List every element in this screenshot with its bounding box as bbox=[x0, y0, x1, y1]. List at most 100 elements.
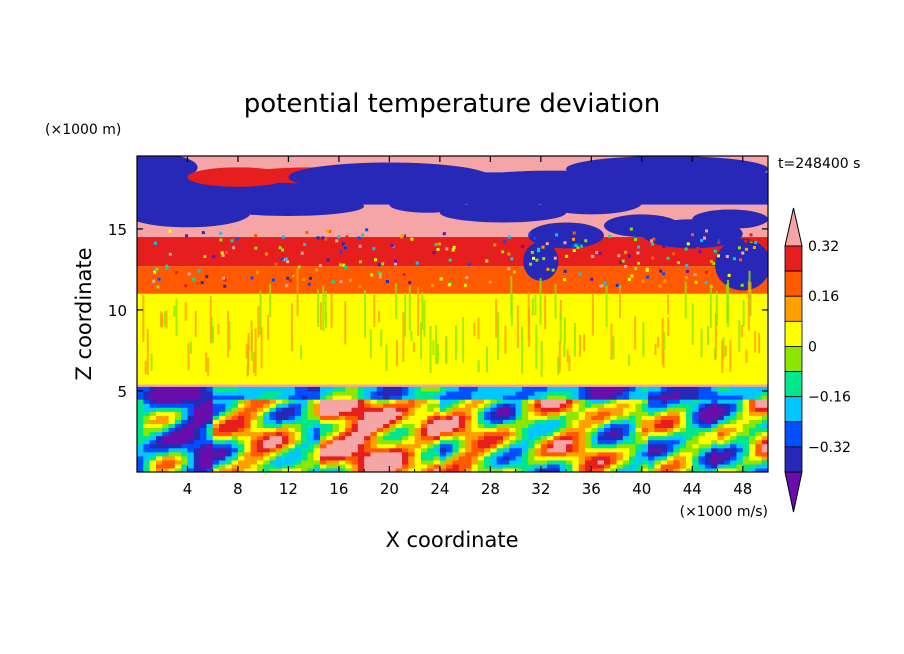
turb-cell bbox=[288, 395, 296, 400]
turb-cell bbox=[155, 415, 163, 420]
turb-cell bbox=[433, 411, 441, 416]
turb-cell bbox=[660, 447, 668, 453]
turb-cell bbox=[509, 386, 517, 392]
streak bbox=[228, 321, 231, 350]
turb-cell bbox=[616, 459, 624, 465]
turb-cell bbox=[301, 455, 308, 461]
turb-cell bbox=[345, 435, 353, 441]
turb-cell bbox=[200, 386, 208, 392]
turb-cell bbox=[364, 423, 372, 429]
turb-cell bbox=[351, 411, 359, 416]
turb-cell bbox=[420, 407, 428, 412]
turb-cell bbox=[761, 431, 768, 437]
turb-cell bbox=[345, 427, 353, 433]
turb-cell bbox=[338, 399, 346, 404]
turb-cell bbox=[351, 447, 359, 453]
turb-cell bbox=[723, 431, 731, 437]
turb-cell bbox=[610, 451, 618, 457]
turb-cell bbox=[660, 390, 668, 396]
turb-cell bbox=[465, 390, 473, 396]
turb-cell bbox=[143, 439, 151, 445]
turb-cell bbox=[616, 431, 624, 437]
turb-cell bbox=[521, 451, 529, 457]
turb-cell bbox=[629, 427, 637, 433]
turb-cell bbox=[439, 467, 447, 472]
turb-cell bbox=[591, 395, 599, 400]
turb-cell bbox=[231, 415, 239, 420]
streak bbox=[296, 267, 299, 316]
turb-cell bbox=[256, 463, 264, 469]
turb-cell bbox=[585, 443, 592, 449]
turb-cell bbox=[458, 407, 466, 412]
turb-cell bbox=[294, 451, 302, 457]
speckle bbox=[627, 254, 631, 258]
turb-cell bbox=[667, 447, 674, 453]
turb-cell bbox=[275, 423, 283, 429]
turb-cell bbox=[383, 415, 390, 420]
turb-cell bbox=[376, 447, 384, 453]
turb-cell bbox=[244, 411, 252, 416]
turb-cell bbox=[717, 443, 725, 449]
turb-cell bbox=[509, 443, 517, 449]
turb-cell bbox=[155, 423, 163, 429]
speckle bbox=[741, 251, 745, 255]
speckle bbox=[307, 282, 311, 286]
turb-cell bbox=[635, 463, 643, 469]
turb-cell bbox=[528, 395, 536, 400]
turb-cell bbox=[616, 435, 624, 441]
speckle bbox=[591, 254, 595, 258]
turb-cell bbox=[162, 395, 170, 400]
turb-cell bbox=[193, 415, 201, 420]
turb-cell bbox=[301, 423, 308, 429]
turb-cell bbox=[143, 447, 151, 453]
turb-cell bbox=[755, 390, 763, 396]
turb-cell bbox=[610, 467, 618, 472]
turb-cell bbox=[357, 403, 365, 408]
turb-cell bbox=[730, 419, 738, 424]
turb-cell bbox=[193, 463, 201, 469]
turb-cell bbox=[730, 386, 738, 392]
turb-cell bbox=[648, 407, 656, 412]
turb-cell bbox=[351, 386, 359, 392]
turb-cell bbox=[585, 423, 592, 429]
turb-cell bbox=[723, 419, 731, 424]
turb-cell bbox=[761, 463, 768, 469]
turb-cell bbox=[490, 463, 498, 469]
turb-cell bbox=[174, 455, 182, 461]
turb-cell bbox=[282, 403, 290, 408]
turb-cell bbox=[635, 459, 643, 465]
streak bbox=[146, 329, 149, 376]
turb-cell bbox=[383, 390, 390, 396]
turb-cell bbox=[338, 439, 346, 445]
turb-cell bbox=[244, 443, 252, 449]
turb-cell bbox=[225, 443, 233, 449]
x-tick-label: 48 bbox=[733, 480, 752, 498]
turb-cell bbox=[307, 390, 315, 396]
turb-cell bbox=[458, 403, 466, 408]
turb-cell bbox=[679, 411, 687, 416]
streak bbox=[667, 317, 670, 337]
turb-cell bbox=[427, 386, 435, 392]
turb-cell bbox=[162, 447, 170, 453]
turb-cell bbox=[256, 411, 264, 416]
turb-cell bbox=[521, 435, 529, 441]
turb-cell bbox=[641, 435, 649, 441]
turb-cell bbox=[591, 423, 599, 429]
turb-cell bbox=[376, 399, 384, 404]
turb-cell bbox=[439, 399, 447, 404]
turb-cell bbox=[660, 459, 668, 465]
turb-cell bbox=[212, 463, 220, 469]
turb-cell bbox=[326, 411, 334, 416]
turb-cell bbox=[496, 447, 504, 453]
turb-cell bbox=[465, 399, 473, 404]
turb-cell bbox=[521, 390, 529, 396]
streak bbox=[714, 312, 717, 360]
turb-cell bbox=[572, 459, 580, 465]
turb-cell bbox=[402, 423, 409, 429]
turb-cell bbox=[679, 386, 687, 392]
streak bbox=[408, 286, 411, 331]
turb-cell bbox=[414, 423, 422, 429]
band-3 bbox=[137, 266, 768, 294]
turb-cell bbox=[364, 419, 372, 424]
turb-cell bbox=[667, 463, 674, 469]
